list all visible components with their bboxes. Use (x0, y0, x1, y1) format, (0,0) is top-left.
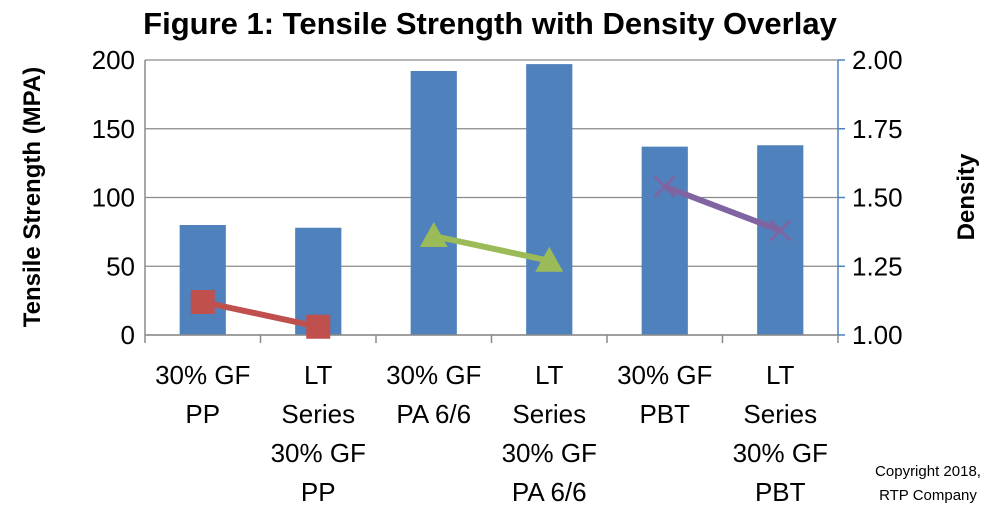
x-tick-label: 30% GF PA 6/6 (386, 360, 481, 429)
y2-tick-label: 1.00 (852, 320, 903, 350)
x-axis-ticks: 30% GF PP LT Series 30% GF PP 30% GF PA 6/6 LT Se… (155, 360, 828, 507)
copyright-line-2: RTP Company (879, 487, 977, 504)
y2-tick-label: 2.00 (852, 45, 903, 75)
x-tick-label-line: Series (512, 399, 586, 429)
x-tick-label: 30% GF PBT (617, 360, 712, 429)
density-point (306, 314, 331, 339)
x-tick-label-line: PA 6/6 (512, 477, 587, 507)
density-point (190, 290, 215, 314)
gridlines (145, 59, 838, 336)
x-tick-label-line: 30% GF (502, 438, 597, 468)
x-tick-label: LT Series 30% GF PBT (733, 360, 828, 507)
x-tick-label-line: PP (185, 399, 220, 429)
y-tick-label: 0 (121, 320, 135, 350)
y-axis-label: Tensile Strength (MPA) (19, 67, 46, 327)
y-tick-label: 200 (92, 45, 135, 75)
axes (144, 60, 839, 343)
x-tick-label-line: Series (743, 399, 817, 429)
y-tick-label: 150 (92, 114, 135, 144)
x-tick-label: LT Series 30% GF PA 6/6 (502, 360, 597, 507)
density-line (663, 183, 782, 234)
x-tick-label-line: LT (535, 360, 564, 390)
bar (641, 146, 688, 335)
density-point (653, 175, 676, 198)
y2-axis-ticks: 1.00 1.25 1.50 1.75 2.00 (838, 45, 903, 350)
bar-series (179, 64, 804, 335)
x-tick-label-line: 30% GF (271, 438, 366, 468)
y2-tick-label: 1.75 (852, 114, 903, 144)
y2-axis-label: Density (953, 153, 980, 240)
bar (179, 225, 226, 335)
x-tick-label: LT Series 30% GF PP (271, 360, 366, 507)
x-tick-label-line: LT (304, 360, 333, 390)
x-tick-label-line: 30% GF (155, 360, 250, 390)
x-tick-label-line: PP (301, 477, 336, 507)
density-point (769, 219, 792, 242)
bar (410, 71, 457, 335)
density-line (202, 299, 319, 330)
y2-tick-label: 1.25 (852, 251, 903, 281)
bar (757, 145, 804, 335)
x-tick-label-line: 30% GF (386, 360, 481, 390)
x-tick-label-line: 30% GF (617, 360, 712, 390)
y-tick-label: 100 (92, 183, 135, 213)
x-tick-label-line: 30% GF (733, 438, 828, 468)
density-series (190, 175, 792, 339)
density-point (419, 222, 448, 247)
chart-title: Figure 1: Tensile Strength with Density … (143, 6, 837, 41)
x-tick-label-line: PBT (755, 477, 806, 507)
y2-tick-label: 1.50 (852, 183, 903, 213)
bar (526, 64, 573, 335)
x-tick-label-line: Series (281, 399, 355, 429)
x-tick-label-line: PBT (639, 399, 690, 429)
x-tick-label: 30% GF PP (155, 360, 250, 429)
density-point (535, 246, 564, 272)
y-axis-ticks: 0 50 100 150 200 (92, 45, 135, 350)
density-line (433, 233, 550, 264)
x-tick-label-line: PA 6/6 (396, 399, 471, 429)
x-tick-label-line: LT (766, 360, 795, 390)
copyright-line-1: Copyright 2018, (875, 463, 981, 480)
y-tick-label: 50 (106, 251, 135, 281)
